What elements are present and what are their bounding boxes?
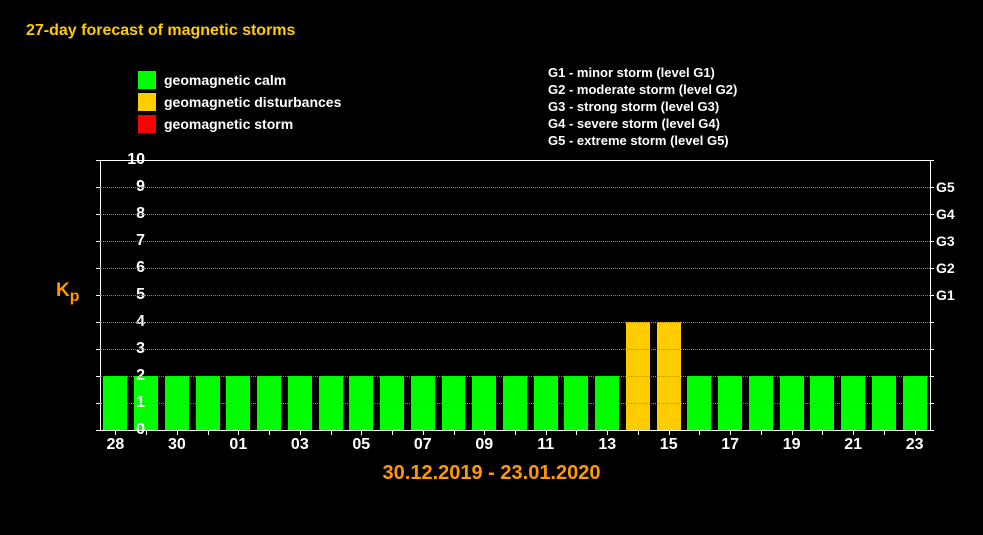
storm-level-line: G1 - minor storm (level G1)	[548, 64, 737, 81]
x-tick-mark	[761, 430, 762, 435]
x-tick-label: 05	[352, 436, 370, 454]
y-tick-label: 0	[136, 421, 145, 439]
gridline	[100, 376, 930, 377]
x-tick-mark	[392, 430, 393, 435]
x-tick-mark	[576, 430, 577, 435]
y-tick-mark-right	[930, 322, 934, 323]
legend-swatch	[138, 93, 156, 111]
page-title: 27-day forecast of magnetic storms	[26, 22, 295, 40]
gridline	[100, 403, 930, 404]
x-tick-mark	[792, 430, 793, 435]
x-tick-mark	[454, 430, 455, 435]
x-tick-label: 17	[721, 436, 739, 454]
y-axis-label: Kp	[56, 280, 79, 306]
x-tick-mark	[822, 430, 823, 435]
x-tick-mark	[546, 430, 547, 435]
storm-level-line: G5 - extreme storm (level G5)	[548, 132, 737, 149]
x-tick-mark	[884, 430, 885, 435]
x-tick-mark	[361, 430, 362, 435]
gridline	[100, 214, 930, 215]
x-tick-label: 01	[229, 436, 247, 454]
x-tick-mark	[669, 430, 670, 435]
g-level-label: G2	[936, 260, 955, 276]
x-tick-mark	[853, 430, 854, 435]
x-tick-mark	[730, 430, 731, 435]
y-tick-mark-right	[930, 160, 934, 161]
y-tick-mark-right	[930, 376, 934, 377]
x-tick-mark	[208, 430, 209, 435]
gridline	[100, 295, 930, 296]
y-tick-label: 10	[127, 151, 145, 169]
legend-item: geomagnetic calm	[138, 70, 341, 90]
x-tick-label: 28	[106, 436, 124, 454]
x-tick-mark	[331, 430, 332, 435]
g-level-label: G1	[936, 287, 955, 303]
y-tick-mark-right	[930, 187, 934, 188]
x-tick-mark	[115, 430, 116, 435]
g-level-label: G5	[936, 179, 955, 195]
g-level-label: G4	[936, 206, 955, 222]
x-axis-top	[100, 160, 930, 161]
legend-label: geomagnetic storm	[164, 116, 293, 132]
y-tick-mark-right	[930, 295, 934, 296]
gridline	[100, 349, 930, 350]
y-tick-mark-right	[930, 241, 934, 242]
gridline	[100, 187, 930, 188]
legend-label: geomagnetic calm	[164, 72, 286, 88]
y-tick-mark	[96, 160, 100, 161]
legend-label: geomagnetic disturbances	[164, 94, 341, 110]
gridline	[100, 268, 930, 269]
x-tick-mark	[699, 430, 700, 435]
storm-level-line: G2 - moderate storm (level G2)	[548, 81, 737, 98]
x-range-label: 30.12.2019 - 23.01.2020	[0, 462, 983, 485]
x-tick-label: 19	[783, 436, 801, 454]
legend-item: geomagnetic storm	[138, 114, 341, 134]
y-tick-mark-right	[930, 403, 934, 404]
x-tick-label: 21	[844, 436, 862, 454]
x-tick-mark	[515, 430, 516, 435]
x-tick-mark	[177, 430, 178, 435]
x-tick-label: 07	[414, 436, 432, 454]
legend-left: geomagnetic calm geomagnetic disturbances…	[138, 70, 341, 136]
storm-level-line: G4 - severe storm (level G4)	[548, 115, 737, 132]
legend-item: geomagnetic disturbances	[138, 92, 341, 112]
legend-swatch	[138, 115, 156, 133]
x-tick-label: 09	[475, 436, 493, 454]
x-tick-label: 13	[598, 436, 616, 454]
y-tick-mark-right	[930, 268, 934, 269]
x-tick-mark	[638, 430, 639, 435]
x-tick-mark	[238, 430, 239, 435]
y-tick-mark-right	[930, 214, 934, 215]
y-tick-mark-right	[930, 349, 934, 350]
x-tick-mark	[146, 430, 147, 435]
x-tick-mark	[269, 430, 270, 435]
storm-level-line: G3 - strong storm (level G3)	[548, 98, 737, 115]
legend-right: G1 - minor storm (level G1)G2 - moderate…	[548, 64, 737, 149]
x-tick-mark	[915, 430, 916, 435]
x-tick-mark	[423, 430, 424, 435]
x-tick-mark	[300, 430, 301, 435]
legend-swatch	[138, 71, 156, 89]
x-tick-label: 30	[168, 436, 186, 454]
x-tick-label: 15	[660, 436, 678, 454]
gridline	[100, 322, 930, 323]
gridline	[100, 241, 930, 242]
x-tick-label: 03	[291, 436, 309, 454]
x-tick-mark	[484, 430, 485, 435]
y-tick-mark	[96, 430, 100, 431]
x-tick-label: 11	[537, 436, 554, 454]
x-tick-mark	[607, 430, 608, 435]
x-tick-label: 23	[906, 436, 924, 454]
y-tick-mark-right	[930, 430, 934, 431]
g-level-label: G3	[936, 233, 955, 249]
